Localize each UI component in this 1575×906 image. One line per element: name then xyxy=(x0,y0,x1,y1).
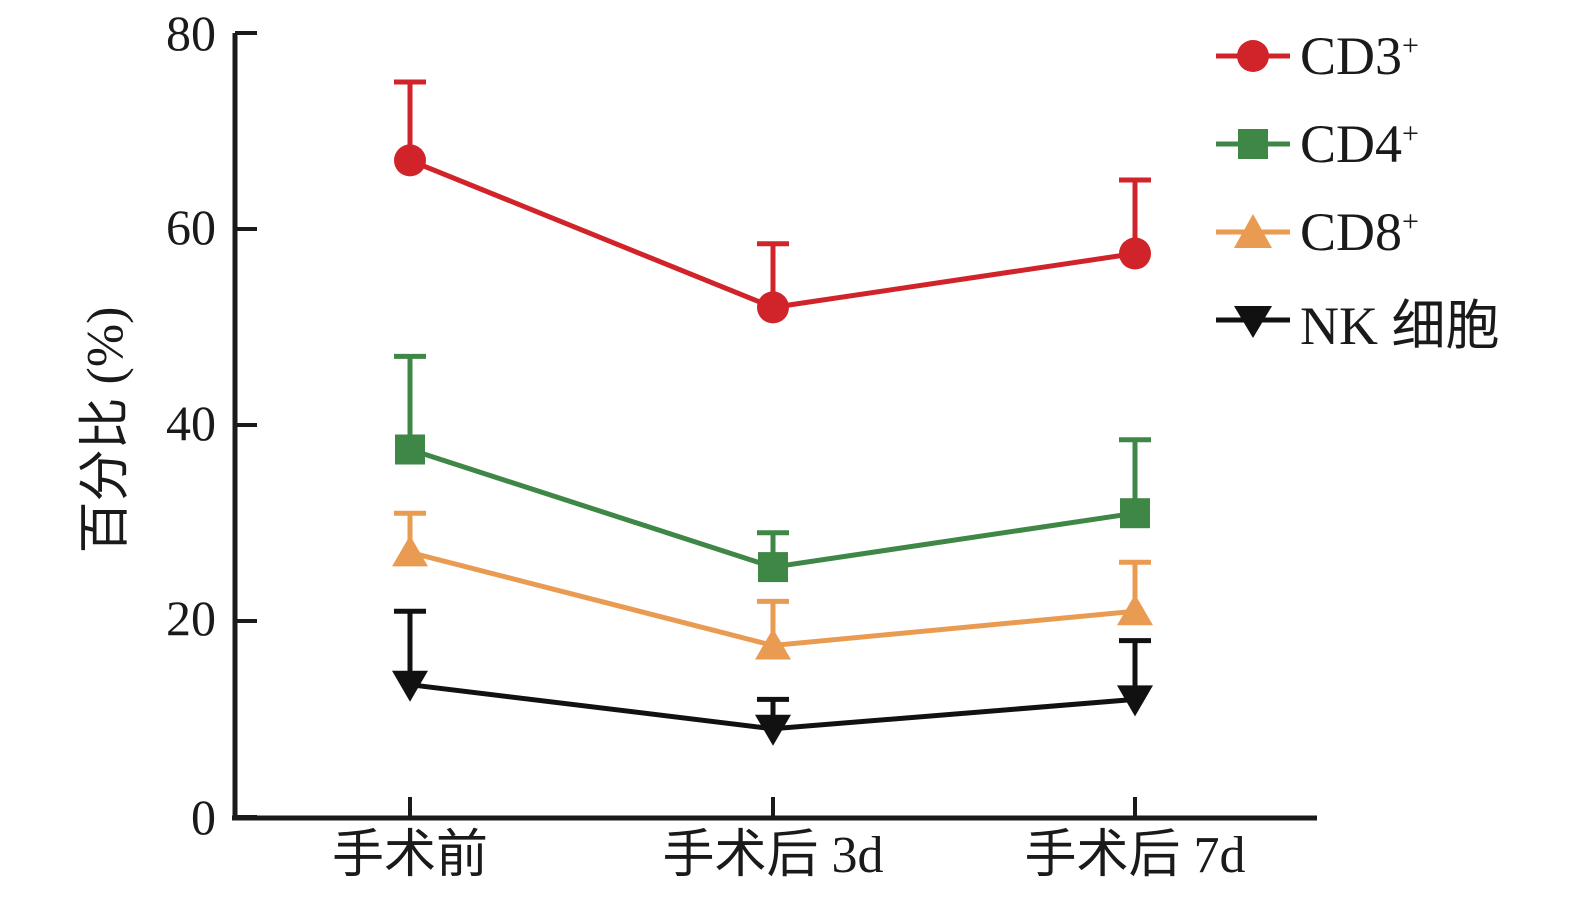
data-point-marker xyxy=(395,434,425,465)
series-cd4 xyxy=(394,353,1151,583)
legend-marker-square-icon xyxy=(1216,129,1290,159)
data-point-marker xyxy=(757,291,789,324)
y-axis-tick-label: 60 xyxy=(166,199,216,255)
data-point-marker xyxy=(1120,498,1150,529)
y-axis-tick-label: 40 xyxy=(166,395,216,451)
data-point-marker xyxy=(755,628,791,660)
data-point-marker xyxy=(1117,685,1153,717)
data-point-marker xyxy=(1117,594,1153,626)
data-point-marker xyxy=(394,144,426,177)
legend-item-cd8: CD8+ xyxy=(1216,188,1500,276)
legend-marker-triangle-up-icon xyxy=(1216,214,1290,248)
legend-label: CD4+ xyxy=(1300,114,1419,174)
series-nk-细胞 xyxy=(392,608,1153,746)
legend-item-nk: NK 细胞 xyxy=(1216,276,1500,364)
data-point-marker xyxy=(758,552,788,583)
data-point-marker xyxy=(392,535,428,567)
y-axis-tick-label: 80 xyxy=(166,5,216,61)
x-axis-tick-label: 手术后 3d xyxy=(662,827,884,884)
legend-label: NK 细胞 xyxy=(1300,295,1500,356)
x-axis-tick-label: 手术前 xyxy=(331,827,489,884)
series-cd3 xyxy=(394,79,1151,324)
y-axis-tick-label: 0 xyxy=(191,789,216,845)
legend-marker-circle-icon xyxy=(1216,40,1290,72)
legend: CD3+ CD4+ CD8+ NK 细胞 xyxy=(1216,12,1500,364)
series-cd8 xyxy=(392,510,1153,660)
y-axis-tick-label: 20 xyxy=(166,590,216,646)
data-point-marker xyxy=(392,670,428,702)
legend-item-cd4: CD4+ xyxy=(1216,100,1500,188)
legend-label: CD3+ xyxy=(1300,26,1419,86)
legend-item-cd3: CD3+ xyxy=(1216,12,1500,100)
legend-label: CD8+ xyxy=(1300,202,1419,262)
data-point-marker xyxy=(1119,237,1151,270)
x-axis-tick-label: 手术后 7d xyxy=(1024,827,1246,884)
legend-marker-triangle-down-icon xyxy=(1216,306,1290,338)
data-point-marker xyxy=(755,714,791,746)
